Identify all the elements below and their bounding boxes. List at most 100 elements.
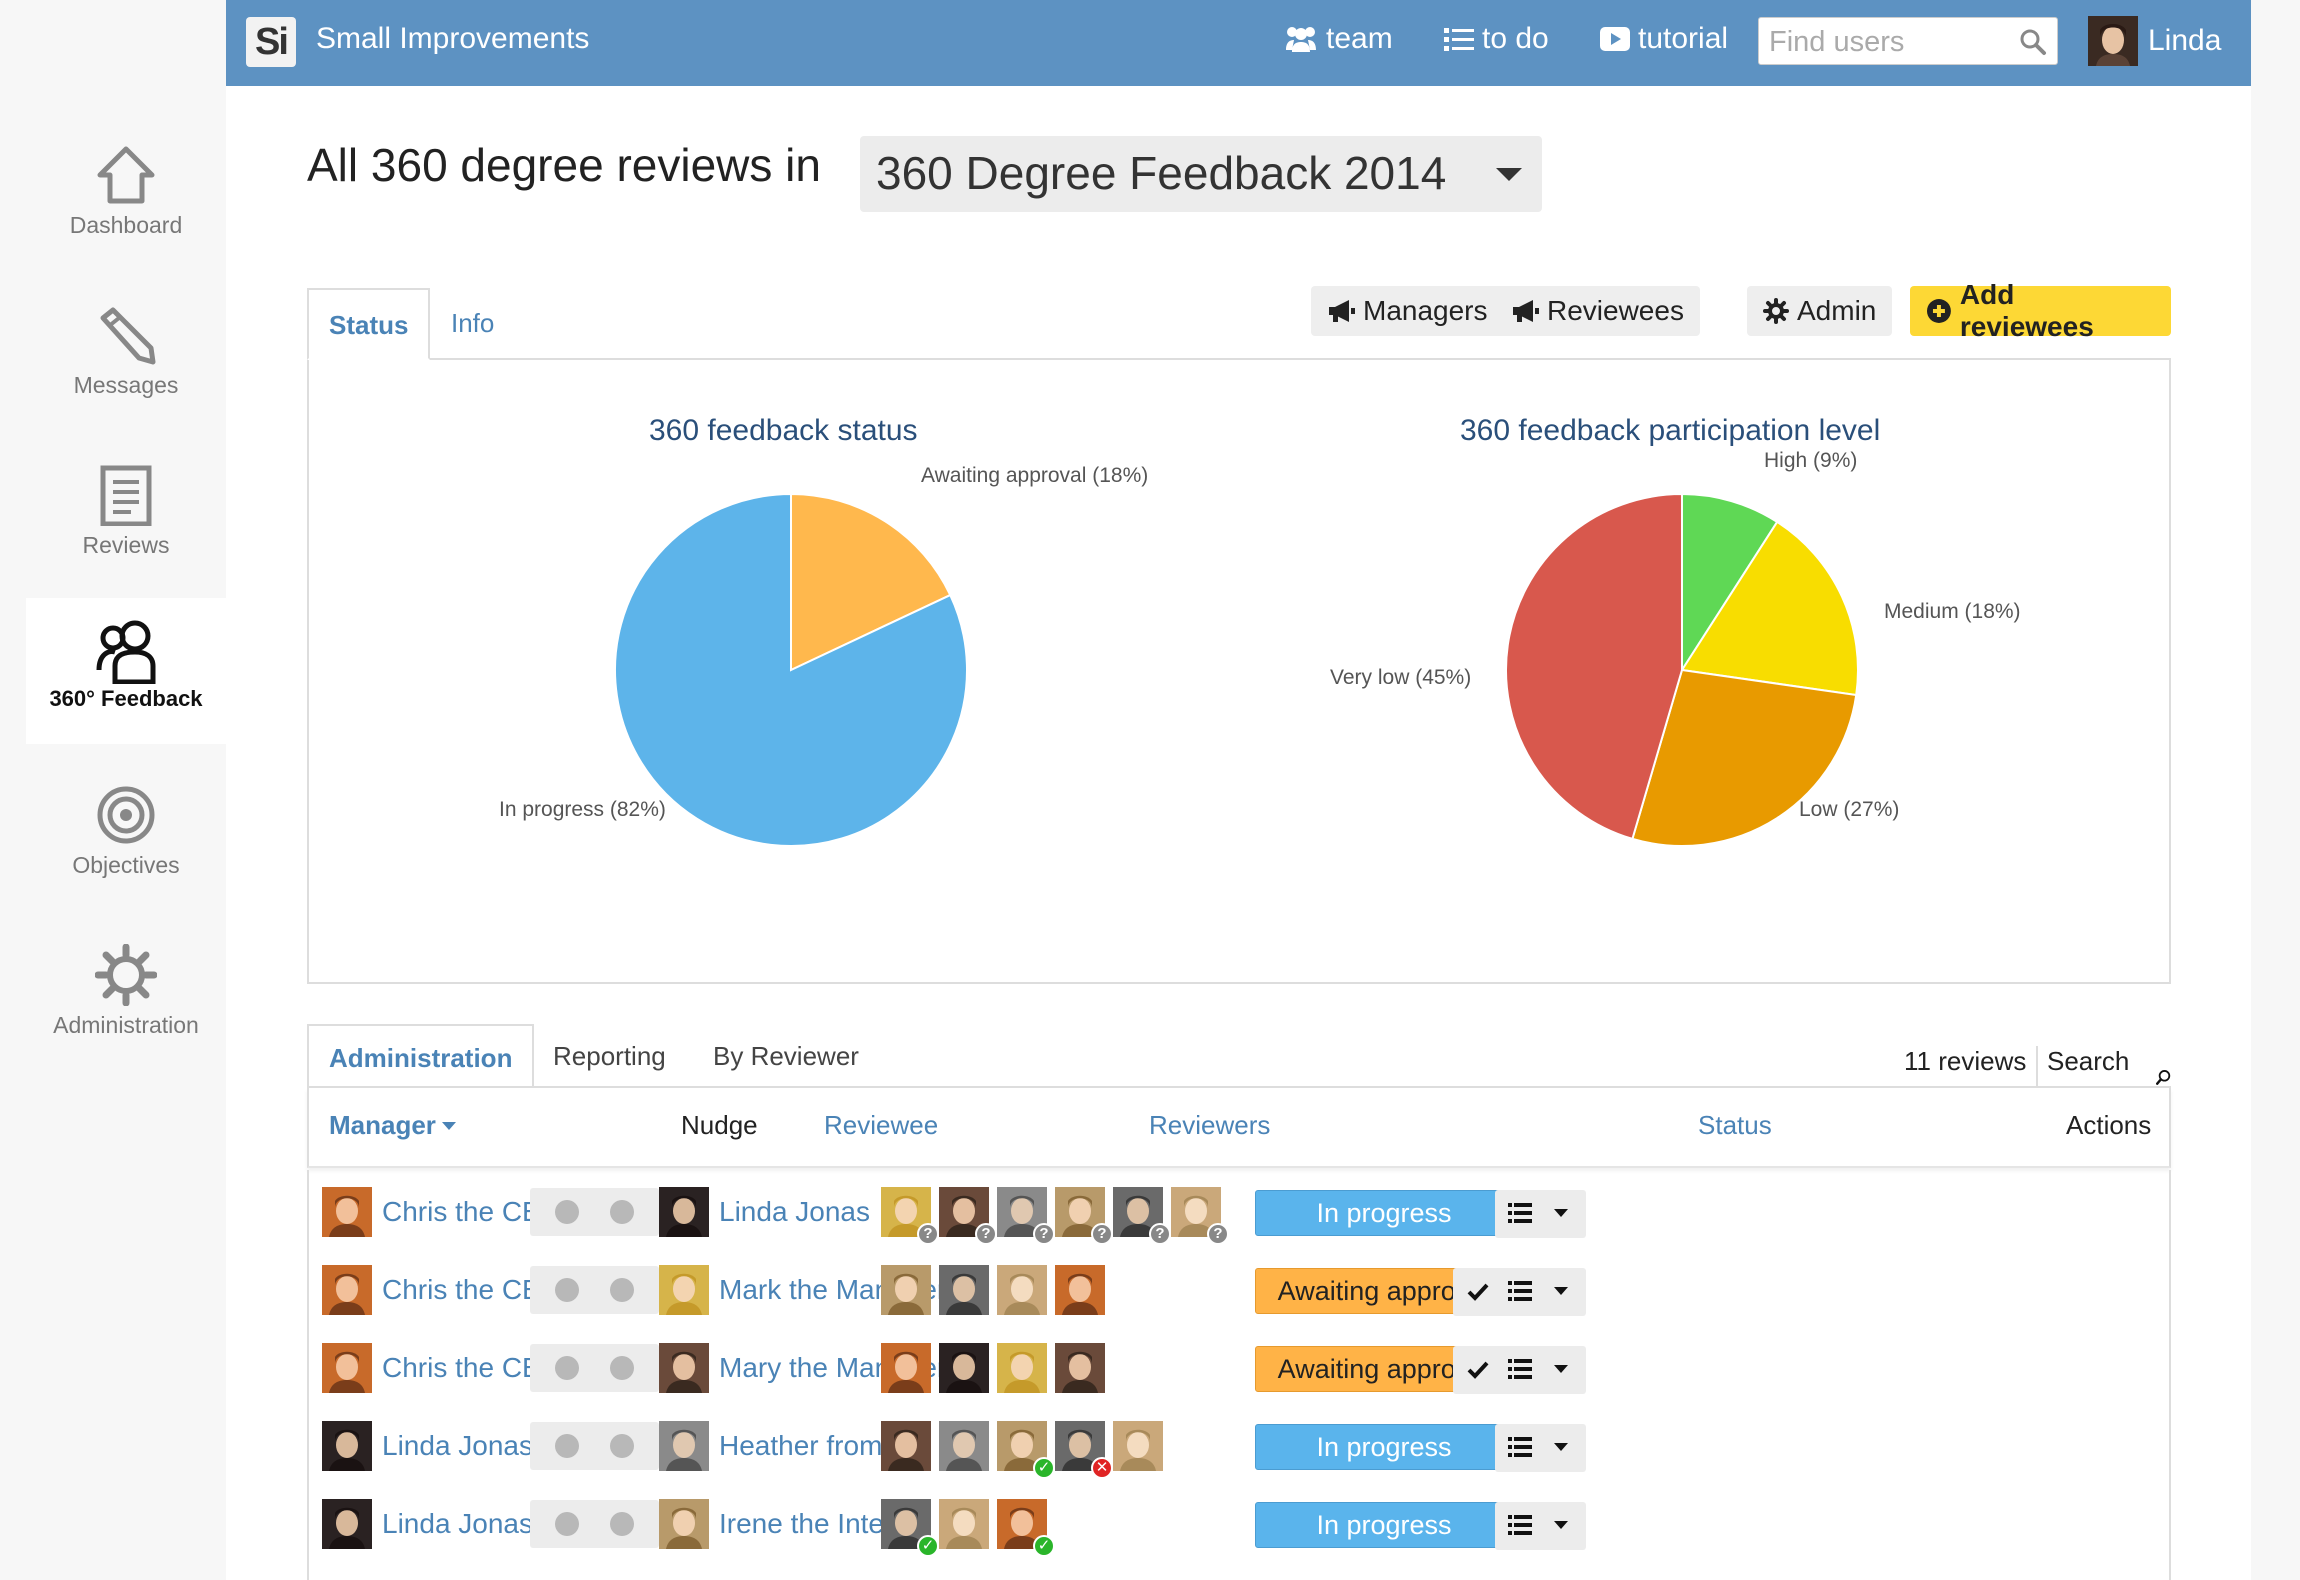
reviewer-avatar[interactable]: ? [1171, 1187, 1229, 1245]
reviewees-button[interactable]: Reviewees [1495, 286, 1700, 336]
reviewer-avatar[interactable] [881, 1343, 931, 1393]
team-link[interactable]: team [1284, 22, 1393, 56]
nudge-reviewee-button[interactable] [585, 1422, 659, 1470]
sidebar-item-administration[interactable]: Administration [26, 924, 226, 1070]
avatar [997, 1421, 1047, 1471]
more-actions-button[interactable] [1536, 1268, 1586, 1316]
managers-button[interactable]: Managers [1311, 286, 1504, 336]
megaphone-icon [1329, 300, 1355, 322]
find-users-input[interactable] [1769, 24, 2009, 60]
reviewer-avatar[interactable] [881, 1421, 931, 1471]
list-icon [1444, 28, 1474, 51]
approve-button[interactable] [1453, 1346, 1503, 1394]
pie-slice-awaiting-approval[interactable] [790, 492, 952, 672]
find-users-field[interactable] [1758, 17, 2058, 65]
more-actions-button[interactable] [1536, 1424, 1586, 1472]
status-badge[interactable]: In progress [1255, 1502, 1513, 1548]
reviewer-avatar[interactable]: ✓ [997, 1421, 1055, 1479]
reviewer-avatar[interactable]: ? [881, 1187, 939, 1245]
sidebar-item-reviews[interactable]: Reviews [26, 444, 226, 590]
tab-administration[interactable]: Administration [307, 1024, 535, 1090]
reviewer-avatar[interactable]: ? [939, 1187, 997, 1245]
pie-slice-low[interactable] [1631, 668, 1858, 847]
app-title[interactable]: Small Improvements [316, 22, 590, 55]
reviewer-avatar[interactable] [939, 1343, 989, 1393]
nudge-reviewee-button[interactable] [585, 1188, 659, 1236]
add-reviewees-button[interactable]: Add reviewees [1910, 279, 2171, 342]
pie-slice-medium[interactable] [1680, 520, 1859, 697]
sidebar-item-objectives[interactable]: Objectives [26, 764, 226, 910]
avatar [1113, 1421, 1163, 1471]
participation-chart-title: 360 feedback participation level [1460, 414, 1881, 447]
avatar [322, 1343, 372, 1393]
reviewers-list: ✓ ✕ [881, 1421, 1163, 1479]
nudge-reviewee-button[interactable] [585, 1344, 659, 1392]
status-badge[interactable]: In progress [1255, 1424, 1513, 1470]
app-logo[interactable]: Si [246, 17, 296, 67]
cycle-select[interactable]: 360 Degree Feedback 2014 [860, 136, 1542, 212]
reviewer-avatar[interactable] [1113, 1421, 1163, 1471]
reviewer-avatar[interactable] [939, 1265, 989, 1315]
manager-column-header[interactable]: Manager [329, 1110, 456, 1141]
check-circle-icon [610, 1200, 634, 1224]
reviewee-name: Linda Jonas [719, 1196, 871, 1227]
sidebar-item-360-feedback[interactable]: 360° Feedback [26, 598, 226, 744]
todo-link[interactable]: to do [1444, 22, 1549, 56]
avatar [881, 1499, 931, 1549]
reviewee-link[interactable]: Linda Jonas [659, 1187, 870, 1237]
manager-link[interactable]: Chris the CEO [322, 1343, 563, 1393]
reviewer-avatar[interactable] [997, 1343, 1047, 1393]
tab-status[interactable]: Status [307, 288, 431, 360]
avatar [939, 1499, 989, 1549]
reviewer-avatar[interactable]: ? [1055, 1187, 1113, 1245]
sidebar-item-messages[interactable]: Messages [26, 284, 226, 430]
participation-label-medium: Medium (18%) [1884, 600, 2021, 623]
reviews-table: Chris the CEO Linda Jonas ? ? ? ? [307, 1170, 2171, 1580]
nudge-reviewee-button[interactable] [585, 1266, 659, 1314]
status-column-header[interactable]: Status [1698, 1110, 1772, 1140]
manager-link[interactable]: Linda Jonas [322, 1421, 533, 1471]
manager-link[interactable]: Chris the CEO [322, 1265, 563, 1315]
approve-button[interactable] [1453, 1268, 1503, 1316]
reviewer-avatar[interactable]: ✓ [997, 1499, 1055, 1557]
avatar [1055, 1421, 1105, 1471]
tab-by-reviewer[interactable]: By Reviewer [713, 1041, 859, 1071]
reviewee-column-header[interactable]: Reviewee [824, 1110, 939, 1140]
manager-link[interactable]: Linda Jonas [322, 1499, 533, 1549]
reviewers-column-header[interactable]: Reviewers [1149, 1110, 1271, 1140]
admin-button[interactable]: Admin [1747, 286, 1893, 336]
reviewer-avatar[interactable]: ? [997, 1187, 1055, 1245]
pending-badge-icon: ? [1033, 1223, 1055, 1245]
more-actions-button[interactable] [1536, 1346, 1586, 1394]
table-row: Linda Jonas Heather from HR ✓ ✕ [309, 1404, 2169, 1482]
reviewer-avatar[interactable] [939, 1421, 989, 1471]
plus-circle-icon [1926, 299, 1951, 323]
avatar [659, 1499, 709, 1549]
reviewer-avatar[interactable] [1055, 1343, 1105, 1393]
reviewer-avatar[interactable] [881, 1265, 931, 1315]
avatar [939, 1265, 989, 1315]
reviewer-avatar[interactable] [1055, 1265, 1105, 1315]
more-actions-button[interactable] [1536, 1502, 1586, 1550]
pie-slice-in-progress[interactable] [614, 492, 968, 847]
reviewer-avatar[interactable]: ✕ [1055, 1421, 1113, 1479]
search-icon[interactable] [2019, 28, 2047, 56]
user-menu[interactable]: Linda [2088, 16, 2221, 66]
reviewer-avatar[interactable] [939, 1499, 989, 1549]
tutorial-link[interactable]: tutorial [1600, 22, 1728, 56]
sidebar-item-dashboard[interactable]: Dashboard [26, 124, 226, 270]
reviewer-avatar[interactable]: ? [1113, 1187, 1171, 1245]
avatar [1055, 1343, 1105, 1393]
reviewer-avatar[interactable] [997, 1265, 1047, 1315]
reviewer-avatar[interactable]: ✓ [881, 1499, 939, 1557]
pie-slice-very-low[interactable] [1505, 492, 1683, 841]
pie-slice-high[interactable] [1681, 492, 1779, 674]
nudge-reviewee-button[interactable] [585, 1500, 659, 1548]
reviewee-link[interactable]: Irene the Intern [659, 1499, 909, 1549]
manager-name: Linda Jonas [382, 1430, 534, 1461]
status-badge[interactable]: In progress [1255, 1190, 1513, 1236]
tab-info[interactable]: Info [451, 308, 495, 338]
more-actions-button[interactable] [1536, 1190, 1586, 1238]
tab-reporting[interactable]: Reporting [553, 1041, 666, 1071]
manager-link[interactable]: Chris the CEO [322, 1187, 563, 1237]
